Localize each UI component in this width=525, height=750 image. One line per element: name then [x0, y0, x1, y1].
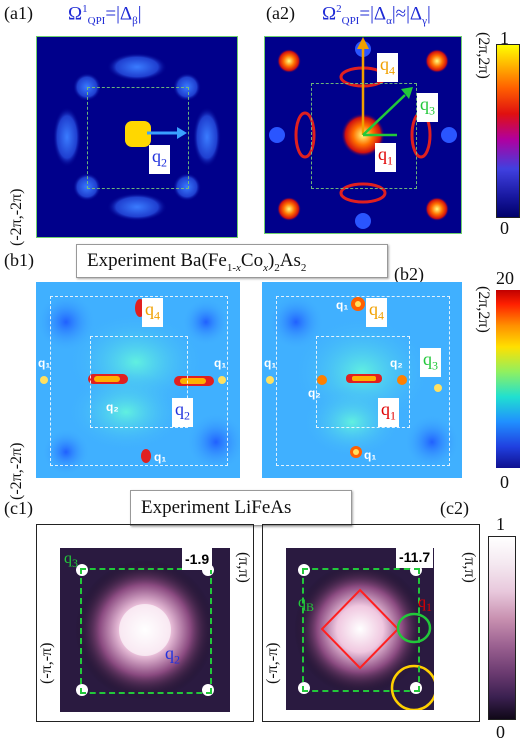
a2-q4-label: q4	[377, 53, 398, 82]
b-corner-top: (2π,2π)	[475, 286, 492, 333]
panel-b1-svg	[36, 292, 240, 476]
b2-q2-left: q₂	[308, 386, 321, 400]
b1-q2-small: q₂	[106, 400, 119, 414]
panel-c1-frame	[36, 524, 254, 722]
panel-b1-map: q4 q2 q₁ q₁ q₁ q₂	[36, 282, 240, 478]
panel-c2-label: (c2)	[440, 498, 469, 518]
a-corner-bottom: (-2π,-2π)	[8, 188, 25, 246]
b1-inner-zone	[90, 336, 188, 428]
c2-corner-bottom: (-π,-π)	[264, 642, 281, 684]
a2-q3-label: q3	[417, 93, 438, 122]
b2-outer-zone	[276, 296, 450, 466]
b1-q1-bottom: q₁	[154, 450, 167, 464]
panel-a2-svg	[269, 37, 457, 229]
colorbar-a-max: 1	[500, 28, 509, 48]
panel-a1-formula: Ω1QPI=|Δβ|	[68, 3, 142, 28]
panel-c1-svg	[60, 548, 230, 712]
panel-c2-map: qB q1	[286, 548, 434, 710]
b2-inner-zone	[316, 336, 410, 428]
b1-q4-label: q4	[142, 298, 163, 327]
b1-q1-left: q₁	[38, 356, 51, 370]
a1-q2-label: q2	[149, 145, 170, 174]
panel-c1-label: (c1)	[4, 498, 33, 518]
c1-corner-bottom: (-π,-π)	[38, 642, 55, 684]
panel-b2-label: (b2)	[394, 264, 424, 284]
b1-outer-zone	[50, 296, 228, 466]
colorbar-c-max: 1	[496, 514, 505, 534]
panel-b1-label: (b1)	[4, 250, 34, 270]
colorbar-a-min: 0	[500, 218, 509, 238]
b2-q1-left: q₁	[264, 356, 277, 370]
b-title: Experiment Ba(Fe1-xCox)2As2	[87, 250, 307, 274]
panel-b2-map: q4 q3 q1 q₁ q₁ q₁ q₂ q₂	[262, 282, 462, 478]
panel-c2-svg	[286, 548, 434, 710]
b-title-box: Experiment Ba(Fe1-xCox)2As2	[76, 244, 388, 278]
a2-q1-label: q1	[375, 143, 396, 172]
panel-c1-map: -1.9 q2 q3	[60, 548, 230, 712]
c2-brillouin-zone	[302, 568, 420, 692]
c2-value: -11.7	[396, 546, 434, 568]
a1-brillouin-zone	[87, 87, 189, 189]
colorbar-c	[488, 536, 516, 720]
c1-q3-label: q3	[64, 550, 78, 571]
a2-brillouin-zone	[311, 83, 417, 189]
b1-q1-right: q₁	[214, 356, 227, 370]
panel-a1-label: (a1)	[4, 3, 33, 23]
b2-q1-top: q₁	[336, 298, 349, 312]
c2-q1-label: q1	[418, 594, 432, 615]
b1-q2-label: q2	[172, 398, 193, 427]
c1-q2-label: q2	[165, 643, 180, 667]
panel-a1-map: q2	[36, 36, 238, 238]
panel-a2-label: (a2)	[266, 3, 295, 23]
c1-corner-top: (π,π)	[235, 552, 252, 583]
b2-q3-label: q3	[420, 348, 441, 377]
panel-c2-frame	[262, 524, 480, 722]
panel-a2-map: q4 q3 q1	[264, 36, 462, 234]
colorbar-b-max: 20	[496, 268, 514, 288]
c-title: Experiment LiFeAs	[141, 497, 292, 518]
panel-a2-formula: Ω2QPI=|Δα|≈|Δγ|	[322, 3, 431, 28]
colorbar-c-min: 0	[496, 722, 505, 742]
colorbar-b-min: 0	[500, 472, 509, 492]
c1-value: -1.9	[182, 548, 213, 570]
c2-qB-label: qB	[298, 594, 315, 615]
b2-q1-label: q1	[378, 398, 399, 427]
b-corner-bottom: (-2π,-2π)	[8, 442, 25, 500]
b2-q4-label: q4	[366, 298, 387, 327]
a-corner-top: (2π,2π)	[475, 32, 492, 79]
b2-q2-right: q₂	[390, 356, 403, 370]
c2-corner-top: (π,π)	[461, 552, 478, 583]
b2-q1-bottom: q₁	[364, 448, 377, 462]
colorbar-b	[496, 290, 520, 468]
c-title-box: Experiment LiFeAs	[130, 490, 352, 526]
colorbar-a	[496, 44, 520, 218]
c1-brillouin-zone	[80, 568, 212, 694]
